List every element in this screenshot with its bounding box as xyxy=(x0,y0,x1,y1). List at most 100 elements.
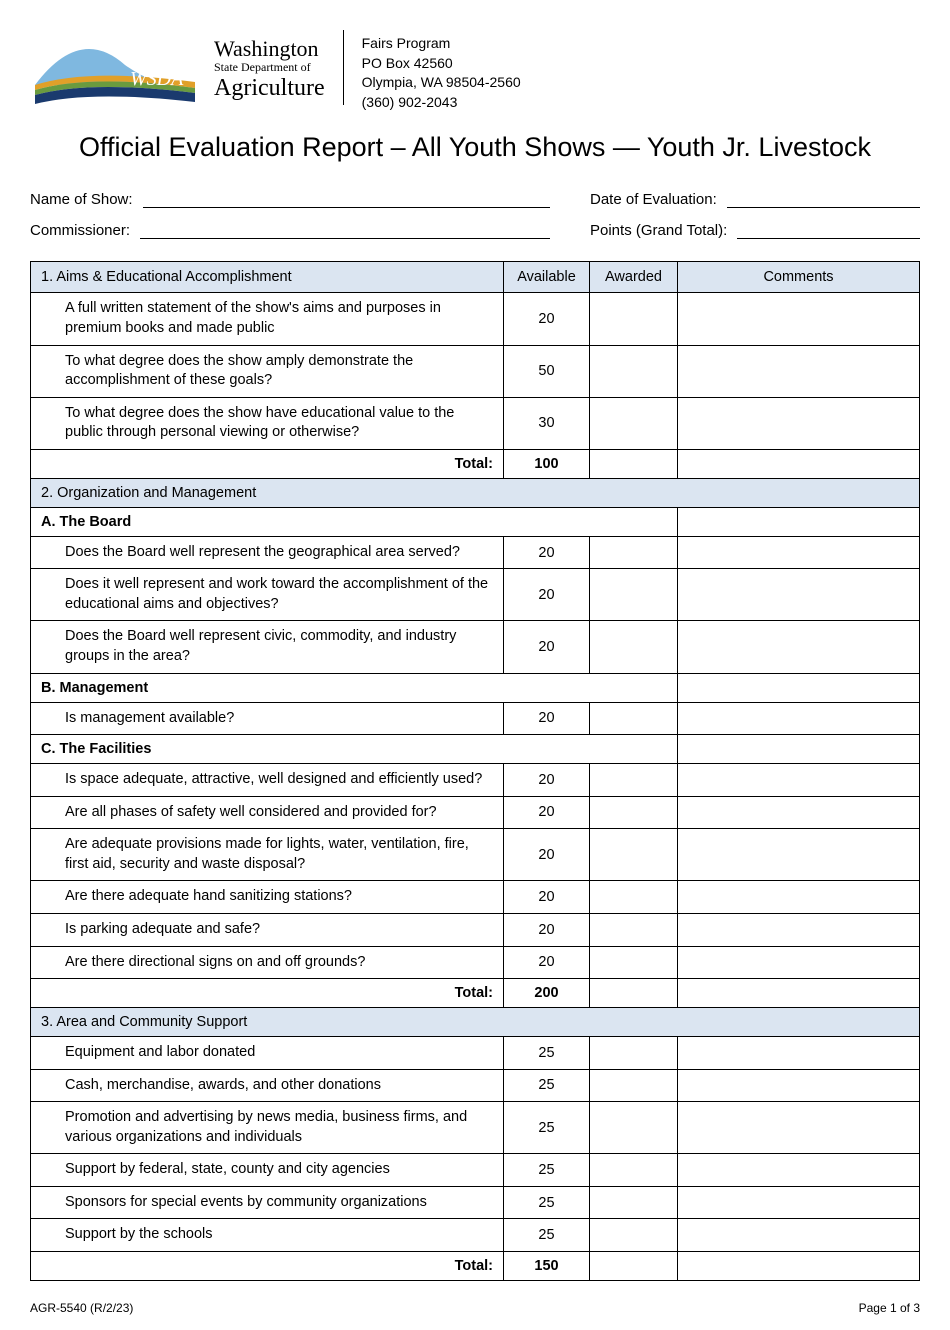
available-points: 20 xyxy=(504,946,590,979)
available-points: 20 xyxy=(504,796,590,829)
available-points: 25 xyxy=(504,1102,590,1154)
comment-cell[interactable] xyxy=(678,829,920,881)
total-awarded[interactable] xyxy=(590,979,678,1008)
awarded-points[interactable] xyxy=(590,702,678,735)
available-points: 25 xyxy=(504,1154,590,1187)
available-points: 25 xyxy=(504,1037,590,1070)
col-header-comments: Comments xyxy=(678,262,920,293)
available-points: 20 xyxy=(504,913,590,946)
awarded-points[interactable] xyxy=(590,913,678,946)
awarded-points[interactable] xyxy=(590,764,678,797)
criteria-row: Is space adequate, attractive, well desi… xyxy=(31,764,920,797)
awarded-points[interactable] xyxy=(590,881,678,914)
section-heading: 3. Area and Community Support xyxy=(31,1008,920,1037)
awarded-points[interactable] xyxy=(590,293,678,345)
awarded-points[interactable] xyxy=(590,1102,678,1154)
field-date-of-evaluation: Date of Evaluation: xyxy=(590,191,920,208)
name-label: Name of Show: xyxy=(30,191,133,208)
commissioner-label: Commissioner: xyxy=(30,222,130,239)
criteria-row: Are adequate provisions made for lights,… xyxy=(31,829,920,881)
total-label: Total: xyxy=(31,449,504,478)
available-points: 20 xyxy=(504,621,590,673)
criteria-row: Are there adequate hand sanitizing stati… xyxy=(31,881,920,914)
awarded-points[interactable] xyxy=(590,796,678,829)
criteria-text: Is space adequate, attractive, well desi… xyxy=(31,764,504,797)
field-name-of-show: Name of Show: xyxy=(30,191,550,208)
criteria-text: A full written statement of the show's a… xyxy=(31,293,504,345)
awarded-points[interactable] xyxy=(590,1154,678,1187)
contact-program: Fairs Program xyxy=(362,34,521,54)
points-input[interactable] xyxy=(737,222,920,239)
awarded-points[interactable] xyxy=(590,1069,678,1102)
comment-cell[interactable] xyxy=(678,1102,920,1154)
comment-cell[interactable] xyxy=(678,764,920,797)
comment-cell[interactable] xyxy=(678,536,920,569)
contact-phone: (360) 902-2043 xyxy=(362,93,521,113)
awarded-points[interactable] xyxy=(590,1186,678,1219)
comment-cell[interactable] xyxy=(678,913,920,946)
criteria-text: To what degree does the show amply demon… xyxy=(31,345,504,397)
field-commissioner: Commissioner: xyxy=(30,222,550,239)
awarded-points[interactable] xyxy=(590,946,678,979)
available-points: 20 xyxy=(504,293,590,345)
comment-cell[interactable] xyxy=(678,796,920,829)
comment-cell[interactable] xyxy=(678,1069,920,1102)
criteria-row: A full written statement of the show's a… xyxy=(31,293,920,345)
awarded-points[interactable] xyxy=(590,1037,678,1070)
comment-cell[interactable] xyxy=(678,881,920,914)
comment-cell[interactable] xyxy=(678,621,920,673)
criteria-row: Does it well represent and work toward t… xyxy=(31,569,920,621)
awarded-points[interactable] xyxy=(590,397,678,449)
criteria-text: Equipment and labor donated xyxy=(31,1037,504,1070)
comment-cell[interactable] xyxy=(678,397,920,449)
section-heading: 2. Organization and Management xyxy=(31,478,920,507)
dept-line3: Agriculture xyxy=(214,75,325,103)
comment-cell[interactable] xyxy=(678,507,920,536)
criteria-text: Does it well represent and work toward t… xyxy=(31,569,504,621)
awarded-points[interactable] xyxy=(590,621,678,673)
total-comment[interactable] xyxy=(678,1252,920,1281)
awarded-points[interactable] xyxy=(590,345,678,397)
criteria-text: Does the Board well represent civic, com… xyxy=(31,621,504,673)
contact-po: PO Box 42560 xyxy=(362,54,521,74)
comment-cell[interactable] xyxy=(678,345,920,397)
commissioner-input[interactable] xyxy=(140,222,550,239)
awarded-points[interactable] xyxy=(590,1219,678,1252)
total-available: 150 xyxy=(504,1252,590,1281)
comment-cell[interactable] xyxy=(678,735,920,764)
awarded-points[interactable] xyxy=(590,536,678,569)
criteria-row: Sponsors for special events by community… xyxy=(31,1186,920,1219)
available-points: 25 xyxy=(504,1219,590,1252)
available-points: 20 xyxy=(504,829,590,881)
criteria-row: Cash, merchandise, awards, and other don… xyxy=(31,1069,920,1102)
awarded-points[interactable] xyxy=(590,829,678,881)
page-title: Official Evaluation Report – All Youth S… xyxy=(30,132,920,163)
criteria-text: Promotion and advertising by news media,… xyxy=(31,1102,504,1154)
awarded-points[interactable] xyxy=(590,569,678,621)
section-heading-row: 2. Organization and Management xyxy=(31,478,920,507)
total-available: 200 xyxy=(504,979,590,1008)
comment-cell[interactable] xyxy=(678,569,920,621)
comment-cell[interactable] xyxy=(678,1219,920,1252)
total-comment[interactable] xyxy=(678,449,920,478)
comment-cell[interactable] xyxy=(678,1186,920,1219)
total-awarded[interactable] xyxy=(590,449,678,478)
total-awarded[interactable] xyxy=(590,1252,678,1281)
comment-cell[interactable] xyxy=(678,946,920,979)
col-header-awarded: Awarded xyxy=(590,262,678,293)
table-header-row: 1. Aims & Educational Accomplishment Ava… xyxy=(31,262,920,293)
name-input[interactable] xyxy=(143,191,550,208)
total-label: Total: xyxy=(31,1252,504,1281)
comment-cell[interactable] xyxy=(678,1154,920,1187)
criteria-row: To what degree does the show amply demon… xyxy=(31,345,920,397)
available-points: 20 xyxy=(504,569,590,621)
total-comment[interactable] xyxy=(678,979,920,1008)
comment-cell[interactable] xyxy=(678,1037,920,1070)
table-body: A full written statement of the show's a… xyxy=(31,293,920,1281)
date-input[interactable] xyxy=(727,191,920,208)
criteria-row: Are there directional signs on and off g… xyxy=(31,946,920,979)
comment-cell[interactable] xyxy=(678,702,920,735)
criteria-text: Are there directional signs on and off g… xyxy=(31,946,504,979)
comment-cell[interactable] xyxy=(678,293,920,345)
comment-cell[interactable] xyxy=(678,673,920,702)
